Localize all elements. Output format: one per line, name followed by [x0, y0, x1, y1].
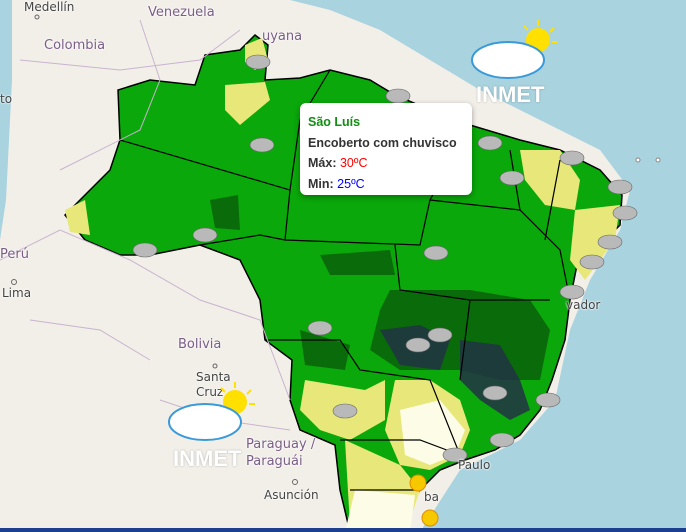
cloud-icon	[442, 447, 468, 463]
rain-cloud-icon	[489, 432, 515, 448]
label-venezuela: Venezuela	[148, 5, 215, 20]
popup-city: São Luís	[308, 115, 361, 129]
partly-cloudy-icon	[168, 382, 255, 441]
rain-cloud-icon	[192, 227, 218, 243]
cloud-icon	[597, 234, 623, 250]
cloud-icon	[499, 170, 525, 186]
city-dot-santa-cruz	[212, 363, 218, 369]
label-salvador: vador	[566, 298, 601, 312]
label-peru: Perú	[0, 247, 29, 262]
rain-cloud-icon	[249, 137, 275, 153]
rain-cloud-icon	[482, 385, 508, 401]
label-lima: Lima	[2, 286, 32, 300]
rain-cloud-icon	[132, 242, 158, 258]
rain-cloud-icon	[477, 135, 503, 151]
rain-cloud-icon	[405, 337, 431, 353]
label-curitiba: ba	[424, 490, 439, 504]
max-label: Máx:	[308, 156, 337, 170]
inmet-logo: INMET	[466, 18, 561, 108]
rain-cloud-icon	[307, 320, 333, 336]
rain-cloud-icon	[607, 179, 633, 195]
label-paraguay: Paraguay / Paraguái	[246, 437, 316, 469]
min-value: 25ºC	[337, 176, 365, 191]
label-santa-cruz: Santa Cruz	[196, 370, 231, 399]
popup-min: Min: 25ºC	[308, 174, 464, 195]
rain-cloud-icon	[245, 54, 271, 70]
label-bolivia: Bolivia	[178, 337, 222, 352]
sun-icon	[409, 474, 427, 492]
popup-condition: Encoberto com chuvisco	[308, 135, 457, 150]
pacific	[0, 0, 12, 240]
sun-icon	[421, 509, 439, 527]
cloud-icon	[612, 205, 638, 221]
partly-cloudy-icon	[471, 20, 558, 79]
label-colombia: Colombia	[44, 38, 106, 53]
islands	[635, 157, 661, 163]
city-dot-lima	[11, 279, 17, 285]
rain-cloud-icon	[423, 245, 449, 261]
city-dot-asuncion	[292, 479, 298, 485]
rain-cloud-icon	[559, 284, 585, 300]
cloud-icon	[579, 254, 605, 270]
label-asuncion: Asunción	[264, 488, 319, 502]
inmet-logo: INMET	[163, 380, 258, 471]
sun-icons	[409, 474, 439, 527]
label-quito: to	[0, 92, 13, 106]
city-dot-medellin	[34, 14, 40, 20]
label-medellin: Medellín	[24, 0, 75, 14]
label-sao-paulo: Paulo	[458, 458, 491, 472]
cloud-icon	[332, 403, 358, 419]
min-label: Min:	[308, 176, 334, 191]
city-forecast-popup: São Luís Encoberto com chuvisco Máx: 30º…	[300, 103, 472, 195]
rain-cloud-icon	[385, 88, 411, 104]
rain-cloud-icon	[559, 150, 585, 166]
ocean-north	[290, 0, 686, 532]
rain-cloud-icon	[427, 327, 453, 343]
rain-cloud-icon	[535, 392, 561, 408]
popup-max: Máx: 30ºC	[308, 153, 464, 174]
label-guyana: uyana	[262, 29, 303, 44]
bottom-bar	[0, 528, 686, 532]
weather-icons	[132, 54, 638, 463]
max-value: 30ºC	[339, 156, 368, 170]
